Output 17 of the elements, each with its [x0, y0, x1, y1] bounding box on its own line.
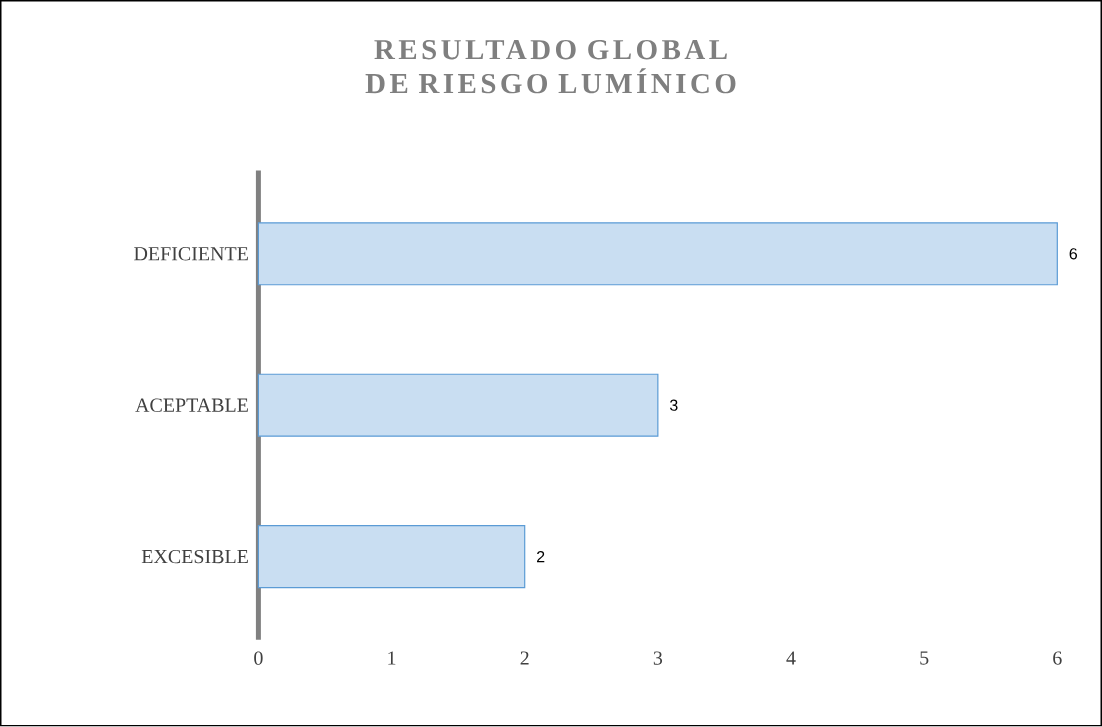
- chart-title: RESULTADO GLOBAL DE RIESGO LUMÍNICO: [365, 40, 736, 94]
- y-tick-label: ACEPTABLE: [135, 398, 248, 413]
- x-tick-label: 5: [920, 651, 929, 665]
- data-label: 3: [669, 399, 678, 412]
- x-tick-label: 6: [1053, 651, 1062, 666]
- data-label: 2: [537, 551, 545, 563]
- x-tick-label: 4: [786, 651, 796, 665]
- y-tick-label: EXCESIBLE: [141, 550, 248, 564]
- x-tick-label: 0: [254, 651, 263, 666]
- bar: [257, 222, 1058, 286]
- bar: [257, 525, 526, 589]
- x-tick-label: 3: [653, 651, 663, 666]
- data-label: 6: [1069, 248, 1077, 260]
- x-tick-label: 1: [388, 651, 396, 665]
- bar: [257, 373, 659, 437]
- x-tick-label: 2: [520, 651, 529, 665]
- y-tick-label: DEFICIENTE: [134, 247, 248, 261]
